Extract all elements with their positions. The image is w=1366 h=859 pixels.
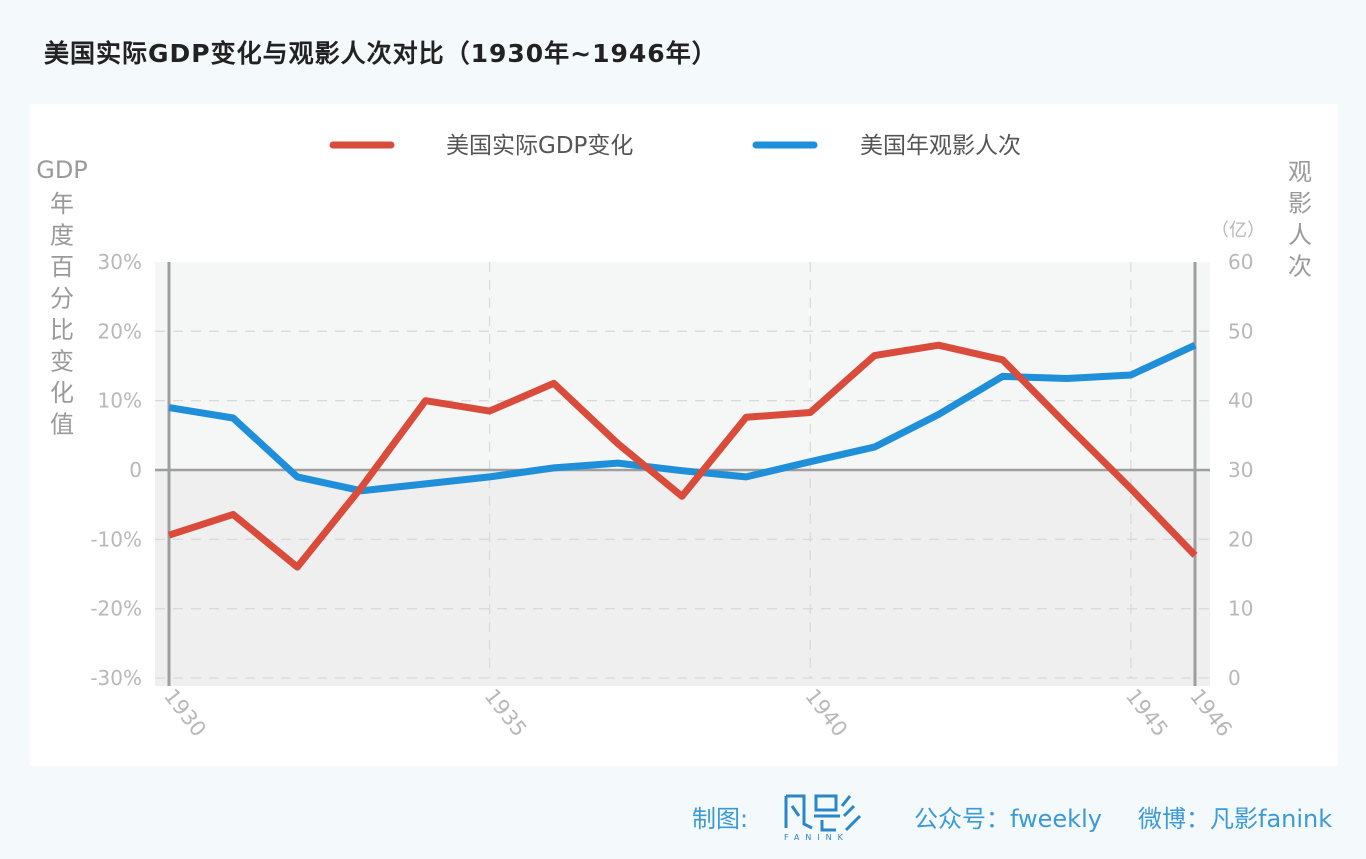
x-tick-label: 1935 — [480, 684, 532, 741]
right-tick-label: 0 — [1228, 666, 1241, 690]
left-axis-label-char: 化 — [50, 379, 74, 407]
logo-sub-text: FANINK — [784, 833, 849, 842]
gdp-series-line — [167, 341, 1198, 571]
right-tick-label: 10 — [1228, 597, 1253, 621]
right-axis-label-char: 次 — [1288, 253, 1312, 281]
left-axis-label-char: 值 — [50, 411, 74, 439]
right-axis-label-char: 人 — [1288, 221, 1312, 249]
left-tick-label: 30% — [98, 250, 142, 274]
x-tick-label: 1930 — [159, 684, 211, 741]
left-axis-label-char: 变 — [50, 348, 74, 376]
right-tick-label: 60 — [1228, 250, 1253, 274]
logo-mark-icon — [784, 794, 862, 832]
x-tick-label: 1940 — [800, 684, 852, 741]
page-title: 美国实际GDP变化与观影人次对比（1930年~1946年） — [44, 39, 718, 68]
left-tick-label: -30% — [90, 666, 142, 690]
left-axis-label-char: 度 — [50, 222, 74, 250]
plot-bg-positive — [155, 262, 1210, 470]
plot-bg-negative — [155, 470, 1210, 686]
legend-label: 美国实际GDP变化 — [446, 133, 633, 159]
left-tick-label: 10% — [98, 389, 142, 413]
left-axis-label-char: 百 — [50, 253, 74, 281]
left-axis-label-char: 分 — [50, 285, 74, 313]
fanink-logo: FANINK — [784, 794, 862, 842]
right-tick-label: 30 — [1228, 458, 1253, 482]
right-axis-label-char: 观 — [1288, 158, 1312, 186]
left-tick-label: -10% — [90, 527, 142, 551]
left-tick-label: 20% — [98, 319, 142, 343]
wechat-account: 公众号：fweekly — [914, 804, 1102, 833]
left-axis-label-char: 比 — [50, 316, 74, 344]
right-tick-label: 40 — [1228, 389, 1253, 413]
right-axis-label-char: 影 — [1288, 190, 1312, 218]
x-tick-label: 1945 — [1121, 684, 1173, 741]
weibo-account: 微博：凡影fanink — [1138, 804, 1333, 833]
legend-label: 美国年观影人次 — [860, 133, 1021, 159]
right-tick-label: 50 — [1228, 319, 1253, 343]
right-axis-unit: （亿） — [1211, 220, 1265, 241]
left-axis-label-char: 年 — [50, 190, 74, 218]
left-tick-label: 0 — [129, 458, 142, 482]
left-tick-label: -20% — [90, 597, 142, 621]
right-tick-label: 20 — [1228, 527, 1253, 551]
credit-label: 制图: — [692, 804, 749, 833]
left-axis-label-char: GDP — [36, 156, 88, 184]
x-tick-label: 1946 — [1185, 684, 1237, 741]
